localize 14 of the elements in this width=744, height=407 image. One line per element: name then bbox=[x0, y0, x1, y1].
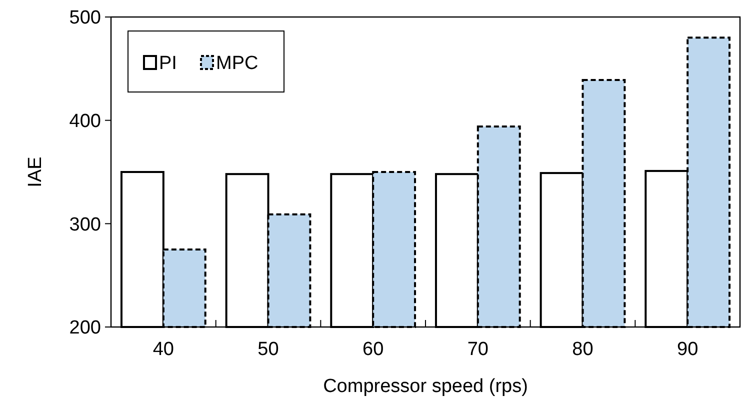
x-tick-label: 40 bbox=[152, 339, 174, 360]
y-tick-label: 500 bbox=[69, 8, 101, 29]
x-axis-title: Compressor speed (rps) bbox=[323, 376, 528, 397]
y-tick-label: 300 bbox=[69, 214, 101, 236]
y-axis-title: IAE bbox=[25, 156, 46, 188]
x-tick-label: 50 bbox=[258, 339, 279, 360]
x-tick-label: 80 bbox=[572, 339, 594, 360]
x-tick-label: 70 bbox=[467, 339, 488, 360]
legend-label: PI bbox=[159, 53, 177, 74]
y-tick-label: 400 bbox=[69, 110, 101, 132]
x-tick-label: 90 bbox=[677, 339, 698, 360]
x-tick-label: 60 bbox=[362, 339, 384, 360]
y-tick-label: 200 bbox=[69, 318, 101, 339]
legend-label: MPC bbox=[216, 53, 258, 74]
